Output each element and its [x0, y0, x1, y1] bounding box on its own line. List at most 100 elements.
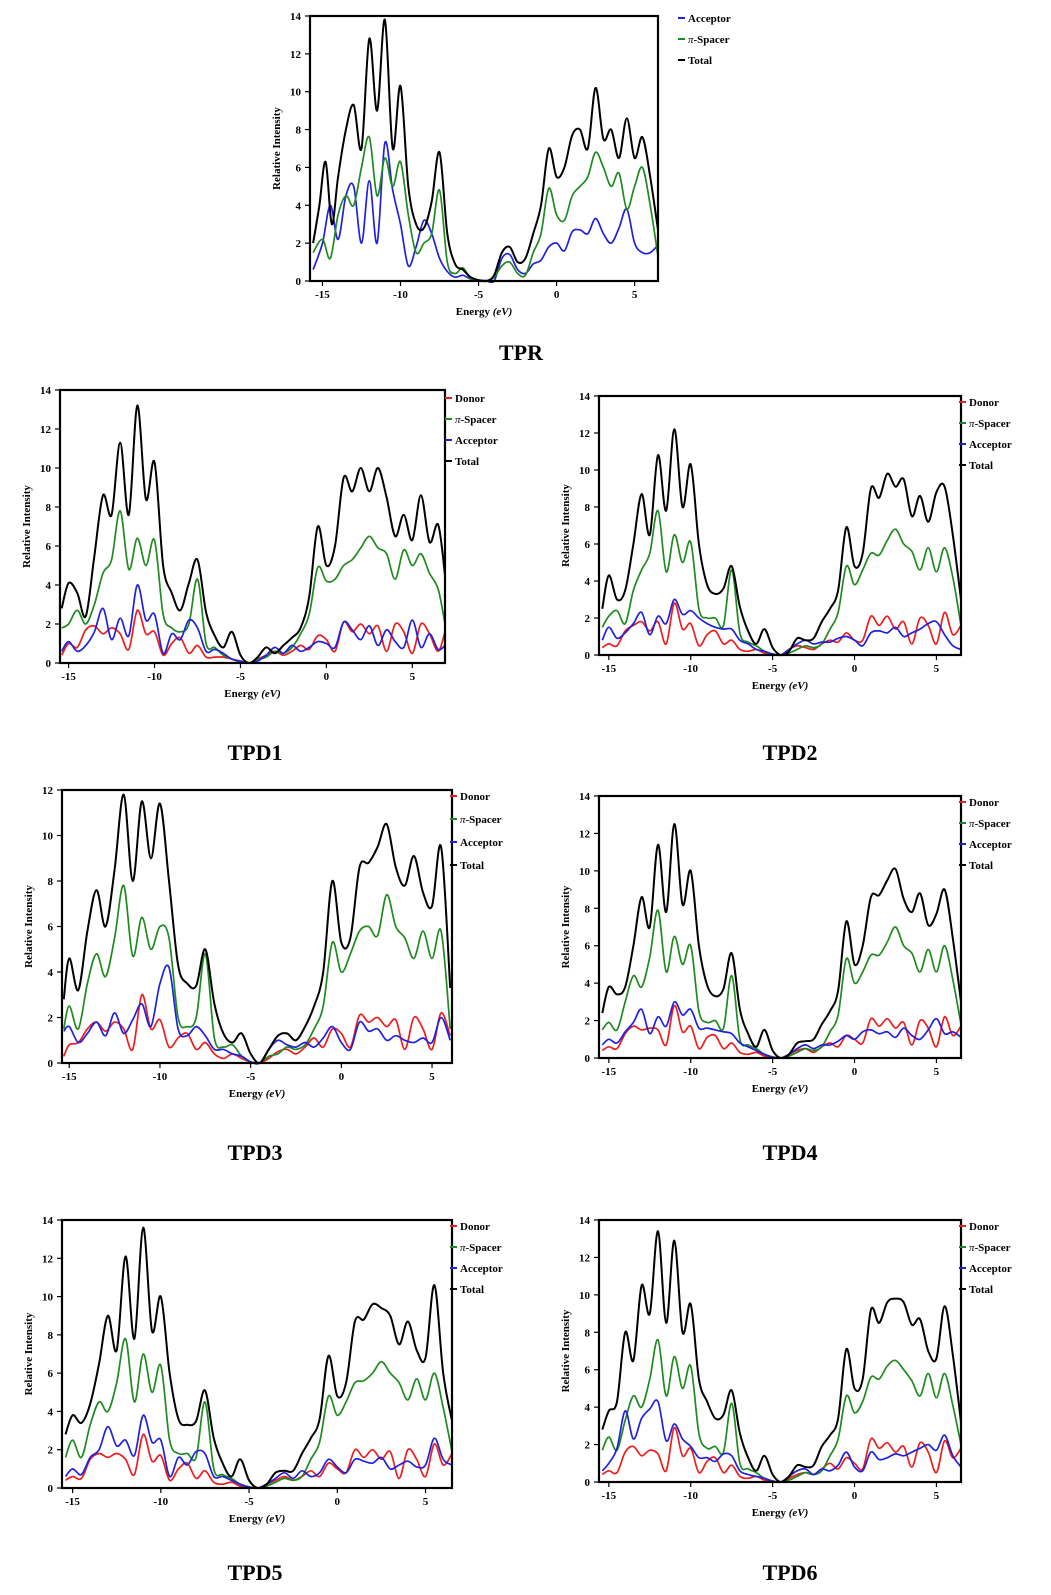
caption-tpd3: TPD3 — [227, 1140, 283, 1165]
tpd1-ytick-label: 14 — [40, 385, 52, 397]
tpd4-series-acceptor — [601, 1001, 961, 1060]
chart-tpd6-svg: -15 -10 -5 0 5 0 2 4 6 8 10 12 14 Energy (eV) Relative… — [560, 1215, 1012, 1519]
tpd2-xtick-label: -5 — [768, 663, 778, 675]
tpd6-legend-label-total: Total — [969, 1284, 993, 1296]
tpd4-x-axis-label: Energy (eV) — [752, 1083, 809, 1095]
tpd1-series-total — [60, 404, 445, 664]
tpd5-y-axis-label: Relative Intensity — [23, 1312, 35, 1395]
tpd2-xtick-label: 5 — [934, 663, 940, 675]
chart-tpd4: -15 -10 -5 0 5 0 2 4 6 8 10 12 14 Energy (eV) Relative… — [555, 788, 1045, 1118]
tpd2-ytick-label: 4 — [585, 576, 591, 588]
tpd4-ytick-label: 8 — [585, 903, 591, 915]
tpd1-xtick-label: -10 — [147, 671, 162, 683]
tpd4-plot-frame — [597, 794, 963, 1060]
tpd2-legend-label-donor: Donor — [969, 397, 999, 409]
tpd1-series-pi-spacer — [61, 510, 445, 665]
chart-tpd2-svg: -15 -10 -5 0 5 0 2 4 6 8 10 12 14 Energy (eV) Relative… — [560, 391, 1012, 692]
tpd2-series-donor — [601, 602, 961, 657]
tpr-legend-label-total: Total — [688, 55, 712, 67]
tpd5-ytick-label: 2 — [48, 1445, 54, 1457]
tpd4-legend-label-pi-spacer: π-Spacer — [969, 818, 1011, 830]
tpd4-legend-label-acceptor: Acceptor — [969, 839, 1012, 851]
tpr-y-axis-label: Relative Intensity — [271, 107, 283, 190]
tpr-series-total — [312, 18, 658, 283]
tpd4-ytick-label: 14 — [579, 791, 591, 803]
tpd4-xtick-label: 5 — [934, 1066, 940, 1078]
tpd6-ytick-label: 0 — [585, 1477, 591, 1489]
tpd3-legend-label-acceptor: Acceptor — [460, 837, 503, 849]
tpr-xtick-label: -5 — [474, 289, 484, 301]
tpd6-legend-label-donor: Donor — [969, 1221, 999, 1233]
tpd3-ytick-label: 12 — [42, 785, 54, 797]
tpr-legend-label-acceptor: Acceptor — [688, 13, 731, 25]
tpd5-ytick-label: 8 — [48, 1330, 54, 1342]
chart-tpd3: -15 -10 -5 0 5 0 2 4 6 8 10 12 Energy (eV) Relative I… — [10, 782, 530, 1112]
tpd6-ytick-label: 10 — [579, 1290, 591, 1302]
tpd1-legend-label-donor: Donor — [455, 393, 485, 405]
tpd3-xtick-label: 5 — [429, 1071, 435, 1083]
tpr-xtick-label: -10 — [393, 289, 408, 301]
tpd2-x-axis-label: Energy (eV) — [752, 680, 809, 692]
tpd1-ytick-label: 6 — [46, 541, 52, 553]
tpd3-xtick-label: -5 — [246, 1071, 256, 1083]
tpd2-ytick-label: 10 — [579, 465, 591, 477]
tpd2-ytick-label: 12 — [579, 428, 591, 440]
tpr-ytick-label: 14 — [290, 11, 302, 23]
tpd6-xtick-label: 5 — [934, 1490, 940, 1502]
tpr-ytick-label: 10 — [290, 87, 302, 99]
tpd1-ytick-label: 4 — [46, 580, 52, 592]
tpd6-y-axis-label: Relative Intensity — [560, 1309, 572, 1392]
tpd6-ytick-label: 12 — [579, 1252, 591, 1264]
chart-tpd6: -15 -10 -5 0 5 0 2 4 6 8 10 12 14 Energy (eV) Relative… — [555, 1212, 1045, 1532]
tpd5-legend-label-donor: Donor — [460, 1221, 490, 1233]
tpd6-xtick-label: -10 — [683, 1490, 698, 1502]
tpd4-legend-label-total: Total — [969, 860, 993, 872]
tpd5-legend-label-pi-spacer: π-Spacer — [460, 1242, 502, 1254]
tpd3-series-total — [62, 793, 452, 1065]
tpr-ytick-label: 4 — [296, 200, 302, 212]
tpd2-y-axis-label: Relative Intensity — [560, 484, 572, 567]
tpd5-xtick-label: -5 — [244, 1496, 254, 1508]
tpd4-xtick-label: -15 — [601, 1066, 616, 1078]
tpd5-ytick-label: 6 — [48, 1368, 54, 1380]
chart-tpr: -15 -10 -5 0 5 0 2 4 6 8 10 12 14 Energy (eV) Relative… — [270, 6, 740, 331]
chart-tpr-svg: -15 -10 -5 0 5 0 2 4 6 8 10 12 14 Energy (eV) Relative… — [271, 11, 731, 318]
tpd1-legend-label-total: Total — [455, 456, 479, 468]
tpr-ytick-label: 0 — [296, 276, 302, 288]
tpd4-series-total — [601, 823, 961, 1060]
tpd4-ytick-label: 4 — [585, 978, 591, 990]
tpd1-xtick-label: -5 — [236, 671, 246, 683]
tpd1-legend-label-acceptor: Acceptor — [455, 435, 498, 447]
tpd2-xtick-label: 0 — [852, 663, 858, 675]
caption-tpd6: TPD6 — [762, 1560, 818, 1585]
tpd3-xtick-label: 0 — [339, 1071, 345, 1083]
tpd3-ytick-label: 2 — [48, 1013, 54, 1025]
tpd5-ytick-label: 12 — [42, 1253, 54, 1265]
tpd3-ytick-label: 0 — [48, 1058, 54, 1070]
tpd6-ytick-label: 6 — [585, 1365, 591, 1377]
tpr-series-acceptor — [312, 140, 658, 283]
tpd4-ytick-label: 0 — [585, 1053, 591, 1065]
tpd4-ytick-label: 12 — [579, 828, 591, 840]
tpd2-ytick-label: 0 — [585, 650, 591, 662]
tpd6-ytick-label: 14 — [579, 1215, 591, 1227]
tpd4-ytick-label: 10 — [579, 866, 591, 878]
tpd2-legend-label-pi-spacer: π-Spacer — [969, 418, 1011, 430]
tpd4-series-donor — [601, 1004, 961, 1059]
tpd4-xtick-label: 0 — [852, 1066, 858, 1078]
tpr-x-axis-label: Energy (eV) — [456, 306, 513, 318]
tpd6-legend-label-pi-spacer: π-Spacer — [969, 1242, 1011, 1254]
tpd4-ytick-label: 6 — [585, 941, 591, 953]
tpr-xtick-label: 0 — [554, 289, 560, 301]
tpd1-ytick-label: 12 — [40, 424, 52, 436]
tpd6-series-acceptor — [601, 1399, 961, 1484]
tpr-xtick-label: 5 — [632, 289, 638, 301]
tpd2-ytick-label: 6 — [585, 539, 591, 551]
caption-tpd2: TPD2 — [762, 740, 818, 765]
chart-tpd3-svg: -15 -10 -5 0 5 0 2 4 6 8 10 12 Energy (eV) Relative I… — [23, 785, 503, 1100]
tpd5-xtick-label: -15 — [65, 1496, 80, 1508]
tpd3-ytick-label: 4 — [48, 967, 54, 979]
tpd3-y-axis-label: Relative Intensity — [23, 885, 35, 968]
tpd5-series-donor — [65, 1433, 452, 1489]
tpd6-ytick-label: 4 — [585, 1402, 591, 1414]
